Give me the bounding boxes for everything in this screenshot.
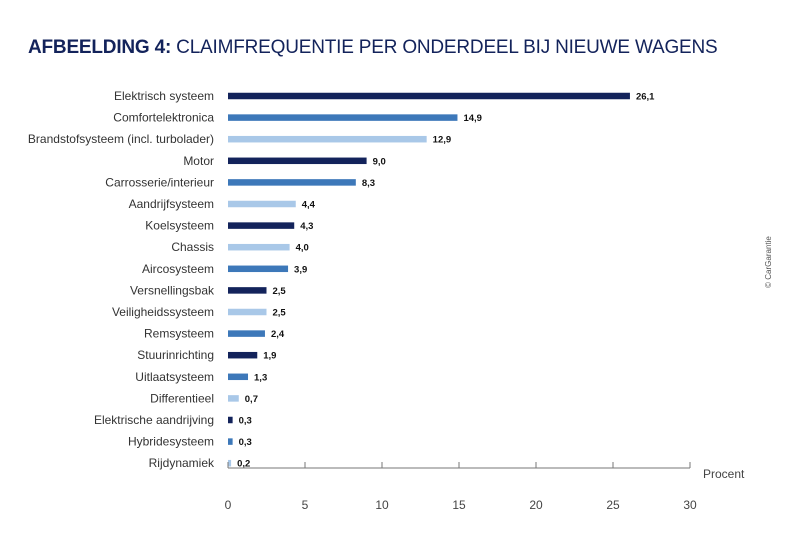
bar xyxy=(228,135,427,143)
category-label: Rijdynamiek xyxy=(149,456,215,470)
chart-title-text: CLAIMFREQUENTIE PER ONDERDEEL BIJ NIEUWE… xyxy=(176,37,718,58)
bar xyxy=(228,330,265,337)
value-label: 8,3 xyxy=(362,178,375,189)
value-label: 12,9 xyxy=(433,135,452,146)
category-label: Uitlaatsysteem xyxy=(135,370,214,384)
x-tick-label: 25 xyxy=(606,498,620,512)
x-tick-label: 30 xyxy=(683,498,697,512)
value-label: 9,0 xyxy=(373,156,386,167)
bar xyxy=(228,200,296,208)
bar xyxy=(228,287,267,294)
value-label: 26,1 xyxy=(636,92,655,103)
bar xyxy=(228,179,356,186)
value-label: 14,9 xyxy=(463,113,482,124)
category-label: Koelsysteem xyxy=(145,219,214,233)
bar xyxy=(228,114,458,121)
value-label: 4,0 xyxy=(296,243,309,254)
bar xyxy=(228,222,295,229)
category-label: Aandrijfsysteem xyxy=(129,197,214,211)
bar xyxy=(228,243,290,251)
value-label: 1,9 xyxy=(263,351,276,362)
value-label: 0,3 xyxy=(239,437,252,448)
x-tick-label: 5 xyxy=(302,498,309,512)
x-axis-ticks: 0 5 10 15 20 25 30 xyxy=(225,462,697,512)
value-label: 4,4 xyxy=(302,200,316,211)
value-label: 2,4 xyxy=(271,329,285,340)
x-tick-label: 20 xyxy=(529,498,543,512)
value-label: 4,3 xyxy=(300,221,313,232)
bar xyxy=(228,157,367,165)
x-tick-label: 10 xyxy=(375,498,389,512)
bar xyxy=(228,459,232,467)
value-label: 2,5 xyxy=(273,308,287,319)
category-label: Comfortelektronica xyxy=(113,111,214,125)
category-label: Differentieel xyxy=(150,391,214,405)
value-label: 0,3 xyxy=(239,416,252,427)
x-tick-label: 15 xyxy=(452,498,466,512)
category-label: Veiligheidssysteem xyxy=(112,305,214,319)
category-label: Versnellingsbak xyxy=(130,283,215,297)
category-label: Carrosserie/interieur xyxy=(105,175,214,189)
bar xyxy=(228,416,233,424)
x-tick-label: 0 xyxy=(225,498,232,512)
chart-title: AFBEELDING 4: CLAIMFREQUENTIE PER ONDERD… xyxy=(28,37,718,59)
category-label: Hybridesysteem xyxy=(128,435,214,449)
bar xyxy=(228,438,233,445)
category-label: Aircosysteem xyxy=(142,262,214,276)
chart-title-prefix: AFBEELDING 4: xyxy=(28,37,172,58)
value-label: 3,9 xyxy=(294,264,307,275)
x-axis-unit-label: Procent xyxy=(703,467,745,481)
category-label: Brandstofsysteem (incl. turbolader) xyxy=(28,132,214,146)
bar xyxy=(228,265,289,273)
bar xyxy=(228,351,258,359)
category-label: Stuurinrichting xyxy=(137,348,214,362)
category-label: Remsysteem xyxy=(144,327,214,341)
value-label: 0,2 xyxy=(237,459,250,470)
bar xyxy=(228,395,239,402)
category-label: Chassis xyxy=(171,240,214,254)
bar xyxy=(228,373,249,381)
copyright-credit: © CarGarantie xyxy=(764,236,773,288)
category-label: Elektrisch systeem xyxy=(114,89,214,103)
value-label: 0,7 xyxy=(245,394,258,405)
value-label: 1,3 xyxy=(254,372,267,383)
category-label: Elektrische aandrijving xyxy=(94,413,214,427)
value-label: 2,5 xyxy=(273,286,287,297)
bars-group: Elektrisch systeem 26,1 Comfortelektronica… xyxy=(28,89,655,470)
bar xyxy=(228,308,267,316)
bar xyxy=(228,92,630,100)
category-label: Motor xyxy=(183,154,214,168)
